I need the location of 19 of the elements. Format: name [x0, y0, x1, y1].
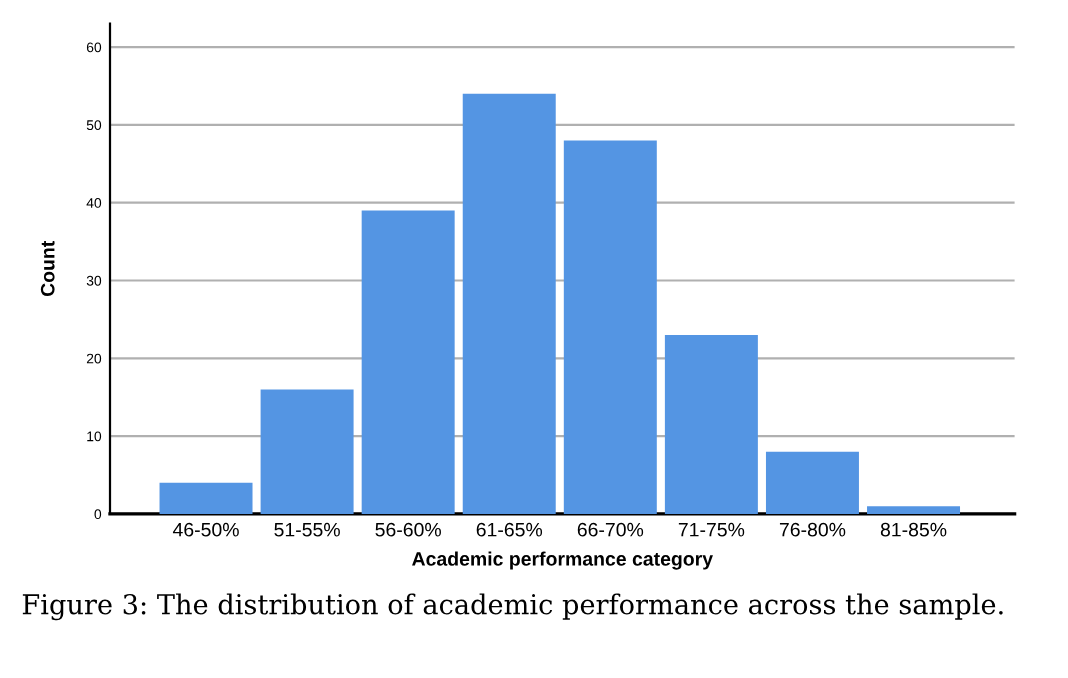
x-tick-label: 76-80%: [779, 522, 846, 537]
bar: [765, 451, 859, 514]
x-tick-label: 81-85%: [880, 522, 947, 537]
bar: [664, 334, 758, 514]
caption: Figure 3: The distribution of academic performance across the sample.: [22, 593, 1003, 621]
bar: [159, 482, 253, 514]
y-axis-title: Count: [40, 240, 55, 297]
bar: [867, 506, 961, 514]
x-tick-label: 61-65%: [476, 522, 543, 537]
bar: [361, 210, 455, 514]
bar: [563, 140, 657, 514]
x-tick-label: 66-70%: [577, 522, 644, 537]
x-tick-label: 71-75%: [678, 522, 745, 537]
x-tick-label: 46-50%: [172, 522, 239, 537]
x-tick-label: 51-55%: [274, 522, 340, 537]
bar: [260, 389, 354, 514]
x-tick-label: 56-60%: [375, 522, 441, 537]
bar: [462, 93, 556, 514]
x-axis-title: Academic performance category: [412, 551, 713, 570]
